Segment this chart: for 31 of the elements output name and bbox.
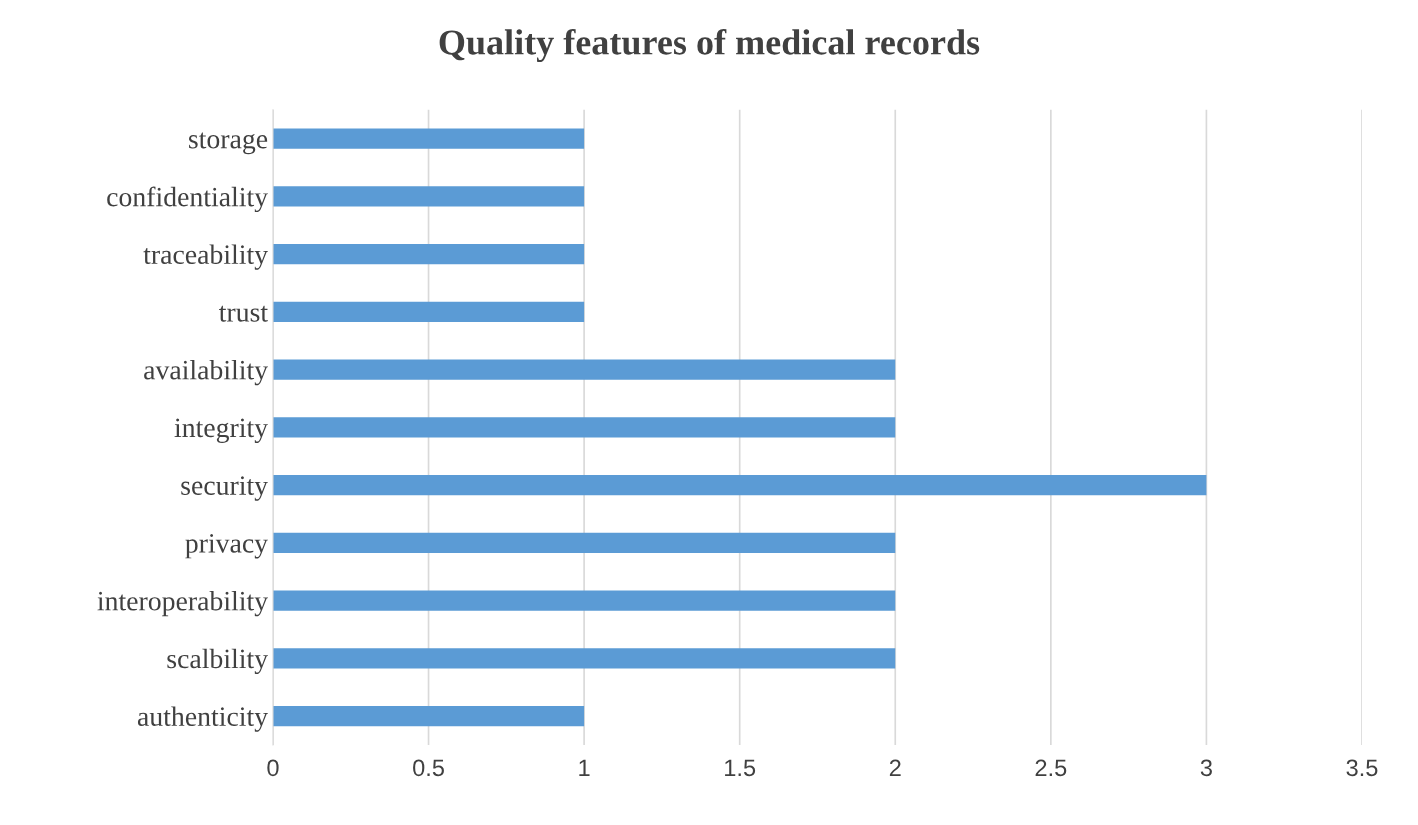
x-tick-label: 3.5 — [1346, 759, 1378, 777]
x-tick-label: 2.5 — [1035, 759, 1067, 777]
bar — [272, 532, 896, 553]
x-tick-label: 1 — [579, 759, 590, 776]
bar — [272, 359, 896, 380]
bar — [272, 128, 585, 149]
bar — [272, 417, 896, 438]
chart-title: Quality features of medical records — [439, 28, 980, 63]
y-tick-label: storage — [189, 132, 268, 155]
bar — [272, 186, 585, 207]
bar — [272, 705, 585, 727]
y-tick-label: availability — [144, 359, 268, 386]
bar — [272, 301, 585, 322]
y-tick-label: interoperability — [97, 590, 268, 617]
y-tick-label: security — [181, 476, 268, 501]
y-tick-label: traceability — [143, 244, 268, 270]
y-tick-label: confidentiality — [107, 186, 268, 213]
x-tick-label: 3 — [1200, 759, 1212, 777]
x-tick-label: 0 — [267, 759, 279, 777]
x-tick-label: 0.5 — [413, 759, 444, 777]
y-tick-label: authenticity — [137, 706, 268, 732]
x-tick-label: 2 — [889, 759, 901, 776]
bar — [272, 474, 1207, 496]
bar — [272, 648, 896, 669]
y-tick-label: scalbility — [167, 648, 268, 674]
bar — [272, 590, 896, 611]
y-tick-label: trust — [218, 305, 268, 322]
y-tick-label: integrity — [174, 418, 268, 443]
bar — [272, 243, 585, 265]
y-tick-label: privacy — [185, 534, 268, 559]
x-tick-label: 1.5 — [725, 759, 756, 777]
